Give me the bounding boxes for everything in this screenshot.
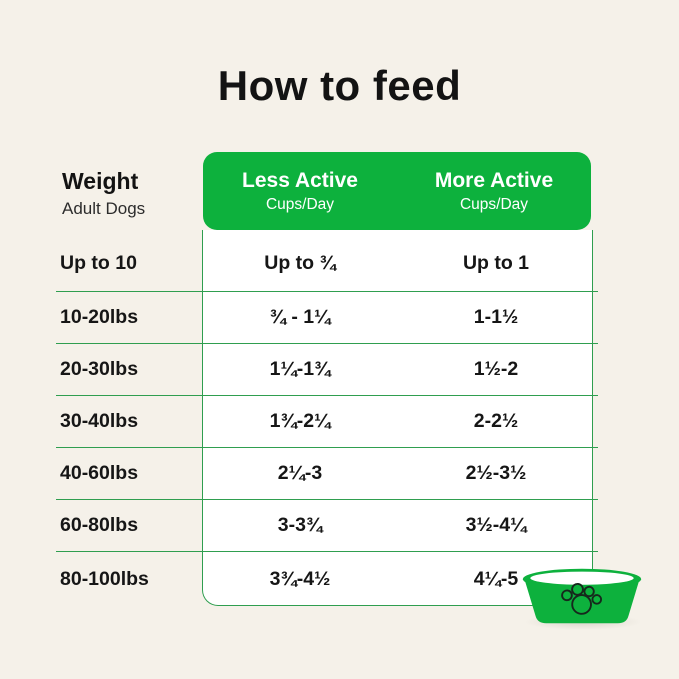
more-active-value: 1½-2	[473, 358, 519, 380]
less-active-value: 3¾-4½	[269, 567, 331, 590]
weight-label: 40-60lbs	[60, 462, 139, 484]
table-rows: Up to 10 Up to ¾ Up to 1 10-20lbs ¾ - 1¼ 1-1½…	[56, 230, 598, 606]
dog-bowl-icon	[522, 568, 642, 624]
more-active-value: 4¼-5	[473, 567, 519, 590]
less-active-value: 1¼-1¾	[269, 358, 331, 380]
more-active-value: 1-1½	[473, 306, 519, 328]
weight-header-title: Weight	[62, 168, 139, 194]
less-active-value: 1¾-2¼	[269, 410, 331, 432]
less-active-value: Up to ¾	[264, 252, 336, 274]
less-active-label: Less Active	[242, 168, 358, 192]
page-title: How to feed	[217, 62, 462, 109]
weight-label: 20-30lbs	[60, 358, 139, 380]
weight-column-header: Weight Adult Dogs	[62, 168, 145, 219]
less-active-unit: Cups/Day	[265, 195, 335, 213]
column-header-more-active: More Active Cups/Day	[397, 152, 591, 230]
weight-label: 80-100lbs	[60, 567, 149, 590]
table-row: 40-60lbs 2¼-3 2½-3½	[56, 448, 598, 500]
less-active-value: 2¼-3	[277, 462, 323, 484]
more-active-value: 2½-3½	[465, 462, 527, 484]
more-active-value: 3½-4¼	[465, 514, 527, 536]
less-active-value: ¾ - 1¼	[269, 306, 331, 328]
weight-label: Up to 10	[60, 252, 137, 274]
table-body-panel	[202, 230, 593, 606]
table-row: 80-100lbs 3¾-4½ 4¼-5	[56, 552, 598, 606]
table-row: 20-30lbs 1¼-1¾ 1½-2	[56, 344, 598, 396]
more-active-value: 2-2½	[473, 410, 519, 432]
table-row: 30-40lbs 1¾-2¼ 2-2½	[56, 396, 598, 448]
activity-columns-header: Less Active Cups/Day More Active Cups/Da…	[203, 152, 591, 230]
paw-print-icon	[561, 582, 603, 615]
more-active-value: Up to 1	[462, 252, 530, 274]
weight-header-subtitle: Adult Dogs	[62, 199, 146, 218]
more-active-label: More Active	[434, 168, 554, 192]
table-row: 60-80lbs 3-3¾ 3½-4¼	[56, 500, 598, 552]
weight-label: 30-40lbs	[60, 410, 139, 432]
weight-label: 60-80lbs	[60, 514, 139, 536]
table-row: Up to 10 Up to ¾ Up to 1	[56, 230, 598, 292]
more-active-unit: Cups/Day	[459, 195, 529, 213]
less-active-value: 3-3¾	[277, 514, 323, 536]
weight-label: 10-20lbs	[60, 306, 139, 328]
table-row: 10-20lbs ¾ - 1¼ 1-1½	[56, 292, 598, 344]
column-header-less-active: Less Active Cups/Day	[203, 152, 397, 230]
